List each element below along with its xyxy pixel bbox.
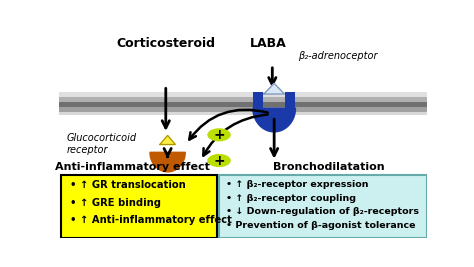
Circle shape [207, 154, 231, 167]
Bar [59, 112, 427, 115]
Bar [59, 102, 427, 107]
Text: • ↑ GRE binding: • ↑ GRE binding [70, 198, 161, 207]
FancyBboxPatch shape [219, 175, 427, 238]
Text: • ↑ β₂-receptor coupling: • ↑ β₂-receptor coupling [227, 194, 356, 203]
Text: Anti-inflammatory effect: Anti-inflammatory effect [55, 162, 210, 172]
FancyBboxPatch shape [61, 175, 217, 238]
Bar [59, 92, 427, 97]
Text: • ↓ Down-regulation of β₂-receptors: • ↓ Down-regulation of β₂-receptors [227, 207, 419, 216]
Text: Bronchodilatation: Bronchodilatation [273, 162, 385, 172]
Text: Glucocorticoid
receptor: Glucocorticoid receptor [66, 133, 137, 155]
Text: β₂-adrenoceptor: β₂-adrenoceptor [298, 51, 377, 61]
Text: +: + [213, 128, 225, 142]
Polygon shape [264, 83, 284, 94]
Circle shape [207, 128, 231, 142]
Text: +: + [213, 154, 225, 167]
Polygon shape [150, 152, 185, 172]
Bar [253, 92, 264, 108]
Text: • ↑ β₂-receptor expression: • ↑ β₂-receptor expression [227, 180, 369, 190]
Bar [59, 107, 427, 112]
Text: • ↑ Anti-inflammatory effect: • ↑ Anti-inflammatory effect [70, 215, 232, 225]
Bar [59, 97, 427, 102]
Text: LABA: LABA [250, 37, 287, 50]
Polygon shape [160, 135, 175, 144]
Bar [285, 92, 295, 108]
Text: Corticosteroid: Corticosteroid [116, 37, 215, 50]
Text: • Prevention of β-agonist tolerance: • Prevention of β-agonist tolerance [227, 221, 416, 230]
Polygon shape [253, 108, 295, 132]
Text: • ↑ GR translocation: • ↑ GR translocation [70, 180, 186, 190]
